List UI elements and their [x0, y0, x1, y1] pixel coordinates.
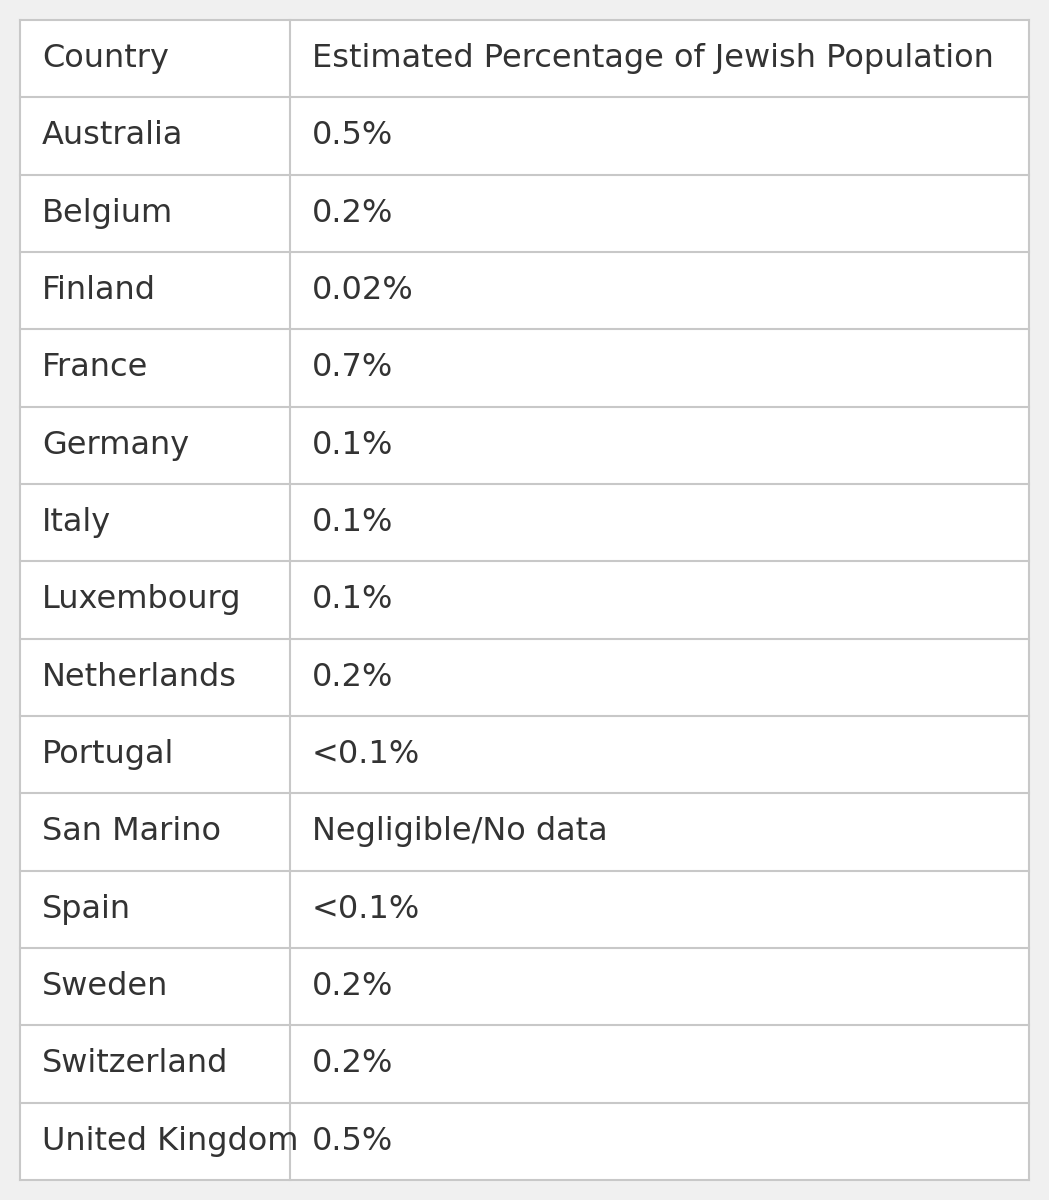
Bar — [20, 793, 1029, 871]
Text: United Kingdom: United Kingdom — [42, 1126, 299, 1157]
Text: 0.2%: 0.2% — [312, 971, 393, 1002]
Text: Spain: Spain — [42, 894, 131, 925]
Text: 0.7%: 0.7% — [312, 353, 393, 384]
Text: 0.5%: 0.5% — [312, 1126, 393, 1157]
Bar — [20, 1025, 1029, 1103]
Bar — [20, 871, 1029, 948]
Text: 0.5%: 0.5% — [312, 120, 393, 151]
Bar — [20, 638, 1029, 716]
Text: <0.1%: <0.1% — [312, 894, 421, 925]
Text: 0.1%: 0.1% — [312, 430, 393, 461]
Text: Sweden: Sweden — [42, 971, 169, 1002]
Text: Australia: Australia — [42, 120, 184, 151]
Bar — [20, 20, 1029, 97]
Bar — [20, 175, 1029, 252]
Text: 0.02%: 0.02% — [312, 275, 413, 306]
Text: 0.1%: 0.1% — [312, 508, 393, 538]
Bar — [20, 407, 1029, 484]
Text: Negligible/No data: Negligible/No data — [312, 816, 607, 847]
Bar — [20, 329, 1029, 407]
Text: 0.2%: 0.2% — [312, 662, 393, 692]
Bar — [20, 562, 1029, 638]
Text: Germany: Germany — [42, 430, 189, 461]
Text: Luxembourg: Luxembourg — [42, 584, 241, 616]
Text: San Marino: San Marino — [42, 816, 221, 847]
Text: Italy: Italy — [42, 508, 111, 538]
Text: 0.1%: 0.1% — [312, 584, 393, 616]
Text: Belgium: Belgium — [42, 198, 173, 229]
Bar — [20, 97, 1029, 175]
Text: France: France — [42, 353, 148, 384]
Text: Switzerland: Switzerland — [42, 1049, 229, 1080]
Text: Country: Country — [42, 43, 169, 74]
Bar — [20, 716, 1029, 793]
Text: Finland: Finland — [42, 275, 156, 306]
Text: 0.2%: 0.2% — [312, 1049, 393, 1080]
Text: <0.1%: <0.1% — [312, 739, 421, 770]
Bar — [20, 1103, 1029, 1180]
Bar — [20, 252, 1029, 329]
Text: 0.2%: 0.2% — [312, 198, 393, 229]
Text: Netherlands: Netherlands — [42, 662, 237, 692]
Bar — [20, 948, 1029, 1025]
Text: Portugal: Portugal — [42, 739, 174, 770]
Text: Estimated Percentage of Jewish Population: Estimated Percentage of Jewish Populatio… — [312, 43, 993, 74]
Bar — [20, 484, 1029, 562]
